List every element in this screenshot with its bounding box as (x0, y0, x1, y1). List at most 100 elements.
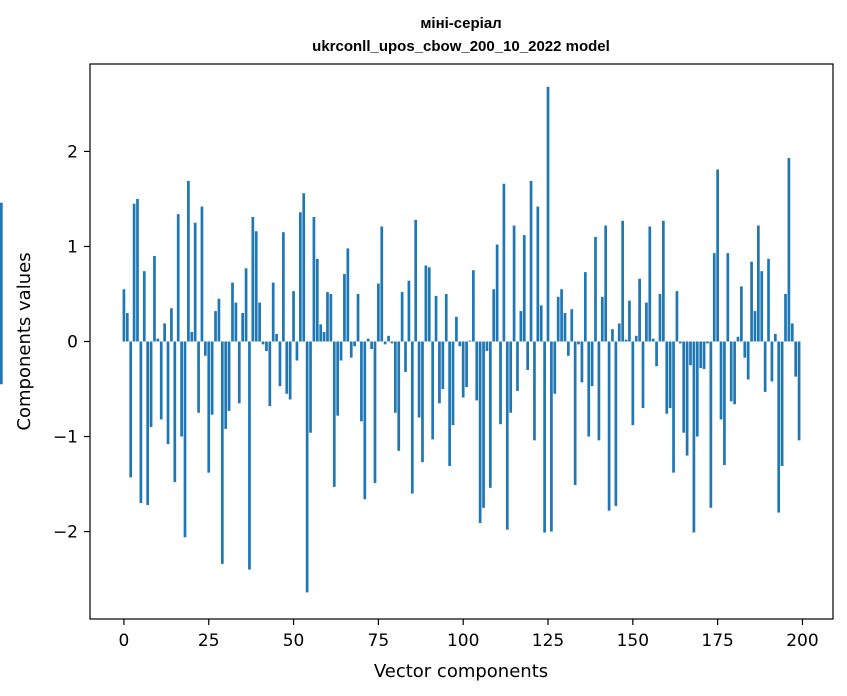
bar-182 (740, 286, 743, 342)
bar-46 (278, 341, 282, 387)
bar-66 (346, 248, 350, 342)
bar-178 (726, 253, 730, 342)
bar-65 (343, 274, 346, 342)
bar-74 (373, 341, 377, 484)
bar-27 (214, 311, 217, 342)
bar-155 (648, 226, 652, 342)
bar-67 (349, 341, 353, 358)
bar-103 (472, 270, 475, 342)
bar-159 (662, 220, 665, 342)
bar-68 (353, 341, 356, 347)
bar-29 (220, 341, 224, 564)
bar-154 (645, 302, 648, 342)
bar-62 (332, 341, 336, 487)
bar-191 (770, 341, 774, 382)
bar-114 (509, 341, 513, 413)
bar-85 (410, 341, 414, 494)
bar-1 (125, 312, 129, 342)
bar-31 (227, 341, 231, 411)
bars-group (0, 86, 801, 593)
bar-39 (254, 231, 258, 342)
bar-133 (573, 341, 577, 485)
bar-77 (383, 341, 387, 345)
bar-13 (166, 341, 170, 445)
bar-63 (336, 341, 340, 416)
bar-137 (587, 341, 591, 437)
bar-116 (516, 341, 519, 391)
bar-157 (655, 341, 658, 367)
bar-168 (692, 341, 696, 533)
bar-20 (190, 332, 194, 342)
bar-5 (139, 341, 143, 504)
x-tick-label: 150 (617, 631, 649, 651)
bar-70 (360, 341, 363, 422)
bar-125 (546, 86, 550, 342)
bar-192 (773, 333, 777, 342)
bar-94 (441, 341, 445, 390)
bar-12 (163, 323, 166, 342)
bar-150 (631, 341, 635, 426)
bar-160 (665, 341, 669, 414)
x-tick-label: 200 (786, 631, 818, 651)
bar-48 (285, 341, 289, 394)
bar-188 (760, 271, 764, 342)
bar-193 (777, 341, 781, 513)
bar-75 (377, 283, 380, 342)
bar-120 (529, 180, 533, 342)
bar-187 (757, 225, 760, 342)
bar-43 (268, 341, 272, 407)
bar-123 (539, 305, 543, 342)
bar-104 (475, 341, 479, 401)
bar-42 (265, 341, 268, 351)
bar-108 (488, 341, 492, 488)
bar-60 (326, 292, 329, 342)
y-axis-label: Components values (14, 252, 35, 430)
bar-113 (505, 341, 509, 530)
bar-119 (526, 341, 530, 371)
bar-2 (129, 341, 133, 478)
bar-112 (502, 183, 506, 342)
bar-196 (787, 158, 791, 342)
bar-40 (258, 302, 261, 342)
bar-143 (607, 341, 611, 511)
bar-54 (305, 341, 309, 593)
bar-28 (217, 298, 221, 342)
bar-145 (614, 341, 618, 506)
bar-198 (794, 341, 798, 377)
chart-title: міні-серіал (420, 15, 501, 32)
x-tick-label: 75 (368, 631, 390, 651)
bar-81 (397, 341, 401, 451)
bar-55 (309, 341, 312, 433)
bar-6 (142, 271, 146, 342)
x-axis-label: Vector components (374, 661, 548, 682)
bar-186 (753, 311, 757, 342)
bar-156 (651, 338, 655, 342)
bar-105 (478, 341, 482, 524)
bar-93 (438, 341, 441, 404)
y-tick-label: −2 (53, 523, 78, 543)
y-axis-ticks: −2 −1 0 1 2 (53, 142, 90, 543)
bar-175 (716, 169, 719, 342)
x-tick-label: 100 (447, 631, 479, 651)
bar-96 (448, 341, 451, 466)
bar-177 (723, 341, 726, 466)
bar-undefined (0, 202, 3, 342)
bar-109 (492, 289, 496, 342)
bar-183 (743, 341, 747, 358)
bar-38 (251, 217, 255, 342)
bar-189 (763, 341, 767, 392)
y-tick-label: 2 (67, 142, 78, 162)
bar-139 (594, 236, 597, 342)
bar-53 (302, 193, 306, 342)
bar-79 (390, 341, 394, 344)
bar-174 (712, 253, 716, 342)
bar-83 (404, 341, 407, 372)
bar-22 (197, 341, 200, 413)
bar-71 (363, 341, 367, 500)
bar-18 (183, 341, 187, 538)
x-tick-label: 50 (283, 631, 305, 651)
bar-107 (485, 341, 489, 351)
bar-101 (465, 341, 468, 388)
bar-161 (668, 341, 672, 409)
